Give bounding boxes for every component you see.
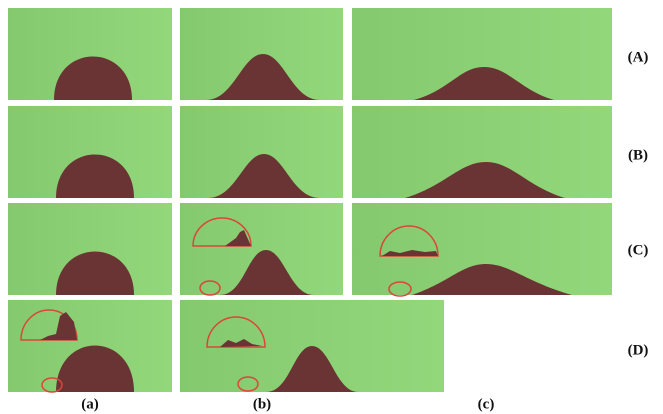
page: (A) (B) (C) (D) (a) (b) (c) (() => { con…	[0, 0, 663, 414]
figure: (A) (B) (C) (D) (a) (b) (c)	[0, 0, 663, 414]
row-label: (C)	[628, 242, 649, 258]
row-label: (B)	[628, 147, 648, 163]
column-label: (c)	[478, 396, 495, 412]
row-label: (A)	[628, 49, 649, 65]
row-label: (D)	[628, 342, 649, 358]
column-label: (a)	[81, 396, 99, 412]
panels	[8, 8, 612, 392]
column-label: (b)	[253, 396, 271, 412]
